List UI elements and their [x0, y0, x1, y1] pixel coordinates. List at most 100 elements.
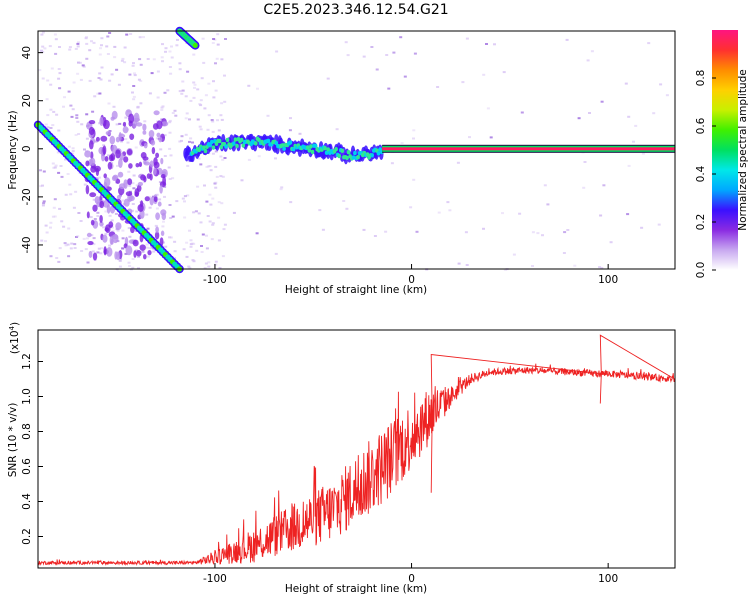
- noise-speck: [116, 164, 119, 167]
- track-inner: [309, 144, 313, 149]
- noise-speck: [200, 77, 204, 80]
- noise-speck: [83, 183, 87, 186]
- noise-speck: [155, 207, 159, 210]
- noise-speck: [49, 127, 53, 129]
- noise-speck: [216, 119, 219, 122]
- noise-speck: [159, 148, 163, 151]
- noise-blob: [88, 126, 95, 136]
- noise-speck: [175, 44, 179, 47]
- noise-speck: [111, 230, 115, 233]
- noise-speck: [214, 62, 217, 65]
- noise-speck: [148, 92, 152, 95]
- noise-speck: [169, 236, 173, 239]
- noise-speck: [68, 48, 72, 51]
- noise-speck: [131, 258, 135, 260]
- noise-speck: [563, 231, 567, 234]
- noise-speck: [203, 107, 207, 110]
- noise-speck: [214, 89, 218, 92]
- noise-speck: [346, 54, 350, 57]
- noise-speck: [255, 232, 259, 235]
- noise-speck: [168, 121, 172, 124]
- noise-speck: [42, 200, 46, 203]
- noise-blob: [154, 231, 160, 240]
- noise-speck: [146, 255, 150, 258]
- noise-speck: [102, 226, 106, 229]
- noise-speck: [92, 41, 96, 44]
- noise-speck: [665, 94, 669, 97]
- noise-blob: [135, 163, 140, 168]
- noise-speck: [169, 217, 173, 219]
- noise-speck: [106, 53, 110, 55]
- noise-speck: [81, 64, 85, 67]
- noise-speck: [79, 220, 83, 222]
- noise-speck: [456, 161, 460, 164]
- snr-y-ticks: 0.2 0.4 0.6 0.8 1.0 1.2: [21, 353, 43, 545]
- spectrogram-panel: -100 0 100 -40 -20 0 20 40 Height of straight …: [7, 26, 676, 296]
- noise-speck: [46, 79, 50, 82]
- noise-speck: [137, 256, 140, 258]
- noise-speck: [220, 102, 224, 105]
- noise-speck: [212, 80, 215, 83]
- noise-speck: [247, 84, 251, 87]
- noise-speck: [93, 95, 97, 98]
- noise-blob: [102, 145, 107, 156]
- noise-blob: [160, 230, 165, 237]
- noise-speck: [166, 89, 170, 92]
- noise-speck: [115, 123, 119, 126]
- noise-speck: [44, 240, 47, 243]
- noise-blob: [153, 196, 158, 203]
- noise-speck: [74, 47, 78, 50]
- noise-speck: [180, 135, 184, 138]
- noise-speck: [168, 131, 172, 134]
- noise-speck: [99, 47, 102, 50]
- noise-speck: [100, 66, 104, 69]
- snr-y-scale: (x104): [8, 322, 21, 354]
- noise-speck: [193, 86, 196, 89]
- noise-speck: [42, 170, 46, 173]
- noise-speck: [207, 114, 211, 117]
- noise-speck: [66, 173, 70, 175]
- noise-speck: [222, 228, 226, 231]
- noise-speck: [181, 89, 185, 92]
- noise-speck: [41, 45, 45, 48]
- noise-speck: [161, 225, 165, 228]
- noise-speck: [113, 56, 117, 59]
- noise-speck: [150, 72, 154, 75]
- noise-speck: [163, 155, 167, 157]
- noise-speck: [170, 45, 173, 48]
- track-inner: [197, 147, 201, 153]
- noise-speck: [85, 237, 89, 240]
- y-tick-label: 1.0: [21, 388, 33, 405]
- noise-blob: [90, 219, 95, 226]
- noise-speck: [99, 252, 103, 255]
- track-inner: [307, 148, 312, 153]
- noise-speck: [66, 243, 70, 246]
- noise-speck: [160, 108, 164, 111]
- noise-speck: [191, 141, 194, 144]
- noise-blob: [143, 253, 147, 260]
- track-inner: [202, 145, 206, 150]
- noise-speck: [45, 231, 49, 234]
- y-tick-label: -20: [21, 188, 33, 205]
- noise-speck: [57, 77, 61, 80]
- noise-speck: [318, 209, 322, 212]
- track-inner: [239, 137, 244, 143]
- noise-speck: [146, 227, 150, 230]
- noise-speck: [211, 223, 215, 226]
- noise-speck: [181, 89, 185, 92]
- noise-blob: [123, 156, 129, 163]
- noise-speck: [208, 220, 212, 223]
- snr-x-ticks: -100 0 100: [203, 563, 618, 585]
- noise-speck: [97, 77, 101, 79]
- noise-speck: [40, 33, 44, 36]
- noise-speck: [200, 245, 203, 247]
- noise-speck: [199, 128, 203, 131]
- noise-speck: [163, 195, 166, 198]
- noise-speck: [599, 214, 603, 217]
- noise-speck: [640, 226, 644, 229]
- noise-speck: [85, 113, 89, 116]
- noise-speck: [73, 243, 77, 246]
- noise-speck: [217, 216, 221, 219]
- noise-blob: [137, 204, 144, 212]
- noise-speck: [88, 215, 92, 218]
